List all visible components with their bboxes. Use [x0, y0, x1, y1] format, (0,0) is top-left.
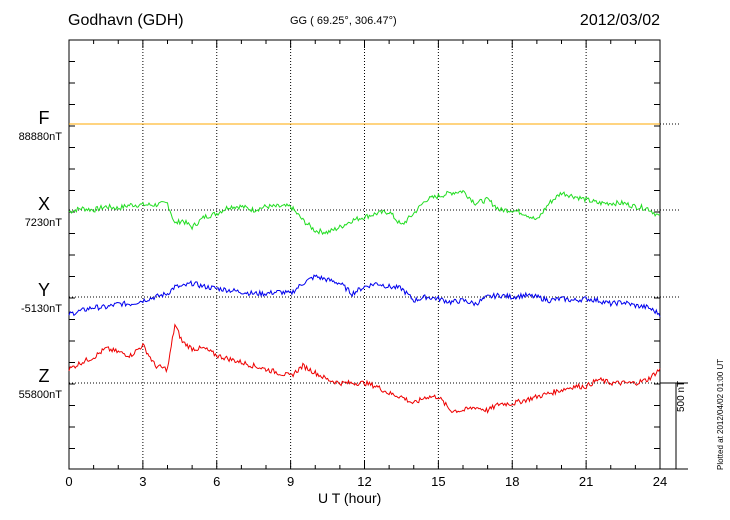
- x-tick-label-15: 15: [431, 474, 445, 489]
- plot-frame: [68, 39, 661, 470]
- series-line-Y: [68, 274, 661, 317]
- x-tick-label-3: 3: [139, 474, 146, 489]
- series-line-X: [68, 189, 661, 236]
- station-title: Godhavn (GDH): [68, 12, 184, 29]
- x-axis-title: U T (hour): [318, 490, 382, 506]
- x-tick-label-12: 12: [357, 474, 371, 489]
- scale-bar-label: 500 nT: [676, 380, 687, 412]
- series-line-Z: [68, 323, 661, 415]
- series-baseline-Z: 55800nT: [18, 389, 62, 401]
- series-baseline-X: 7230nT: [24, 217, 62, 229]
- x-tick-label-21: 21: [579, 474, 593, 489]
- series-label-F: F: [38, 108, 50, 128]
- series-label-Y: Y: [37, 280, 50, 300]
- x-tick-label-18: 18: [505, 474, 519, 489]
- plotted-timestamp: Plotted at 2012/04/02 01:00 UT: [716, 358, 725, 470]
- x-tick-label-24: 24: [653, 474, 667, 489]
- series-label-X: X: [37, 194, 50, 214]
- x-tick-label-0: 0: [65, 474, 72, 489]
- series-baseline-Y: -5130nT: [21, 303, 62, 315]
- series-label-Z: Z: [38, 366, 50, 386]
- x-tick-label-9: 9: [287, 474, 294, 489]
- x-tick-label-6: 6: [213, 474, 220, 489]
- series-baseline-F: 88880nT: [18, 131, 62, 143]
- coordinates-label: GG ( 69.25°, 306.47°): [290, 15, 397, 27]
- date-label: 2012/03/02: [579, 12, 660, 29]
